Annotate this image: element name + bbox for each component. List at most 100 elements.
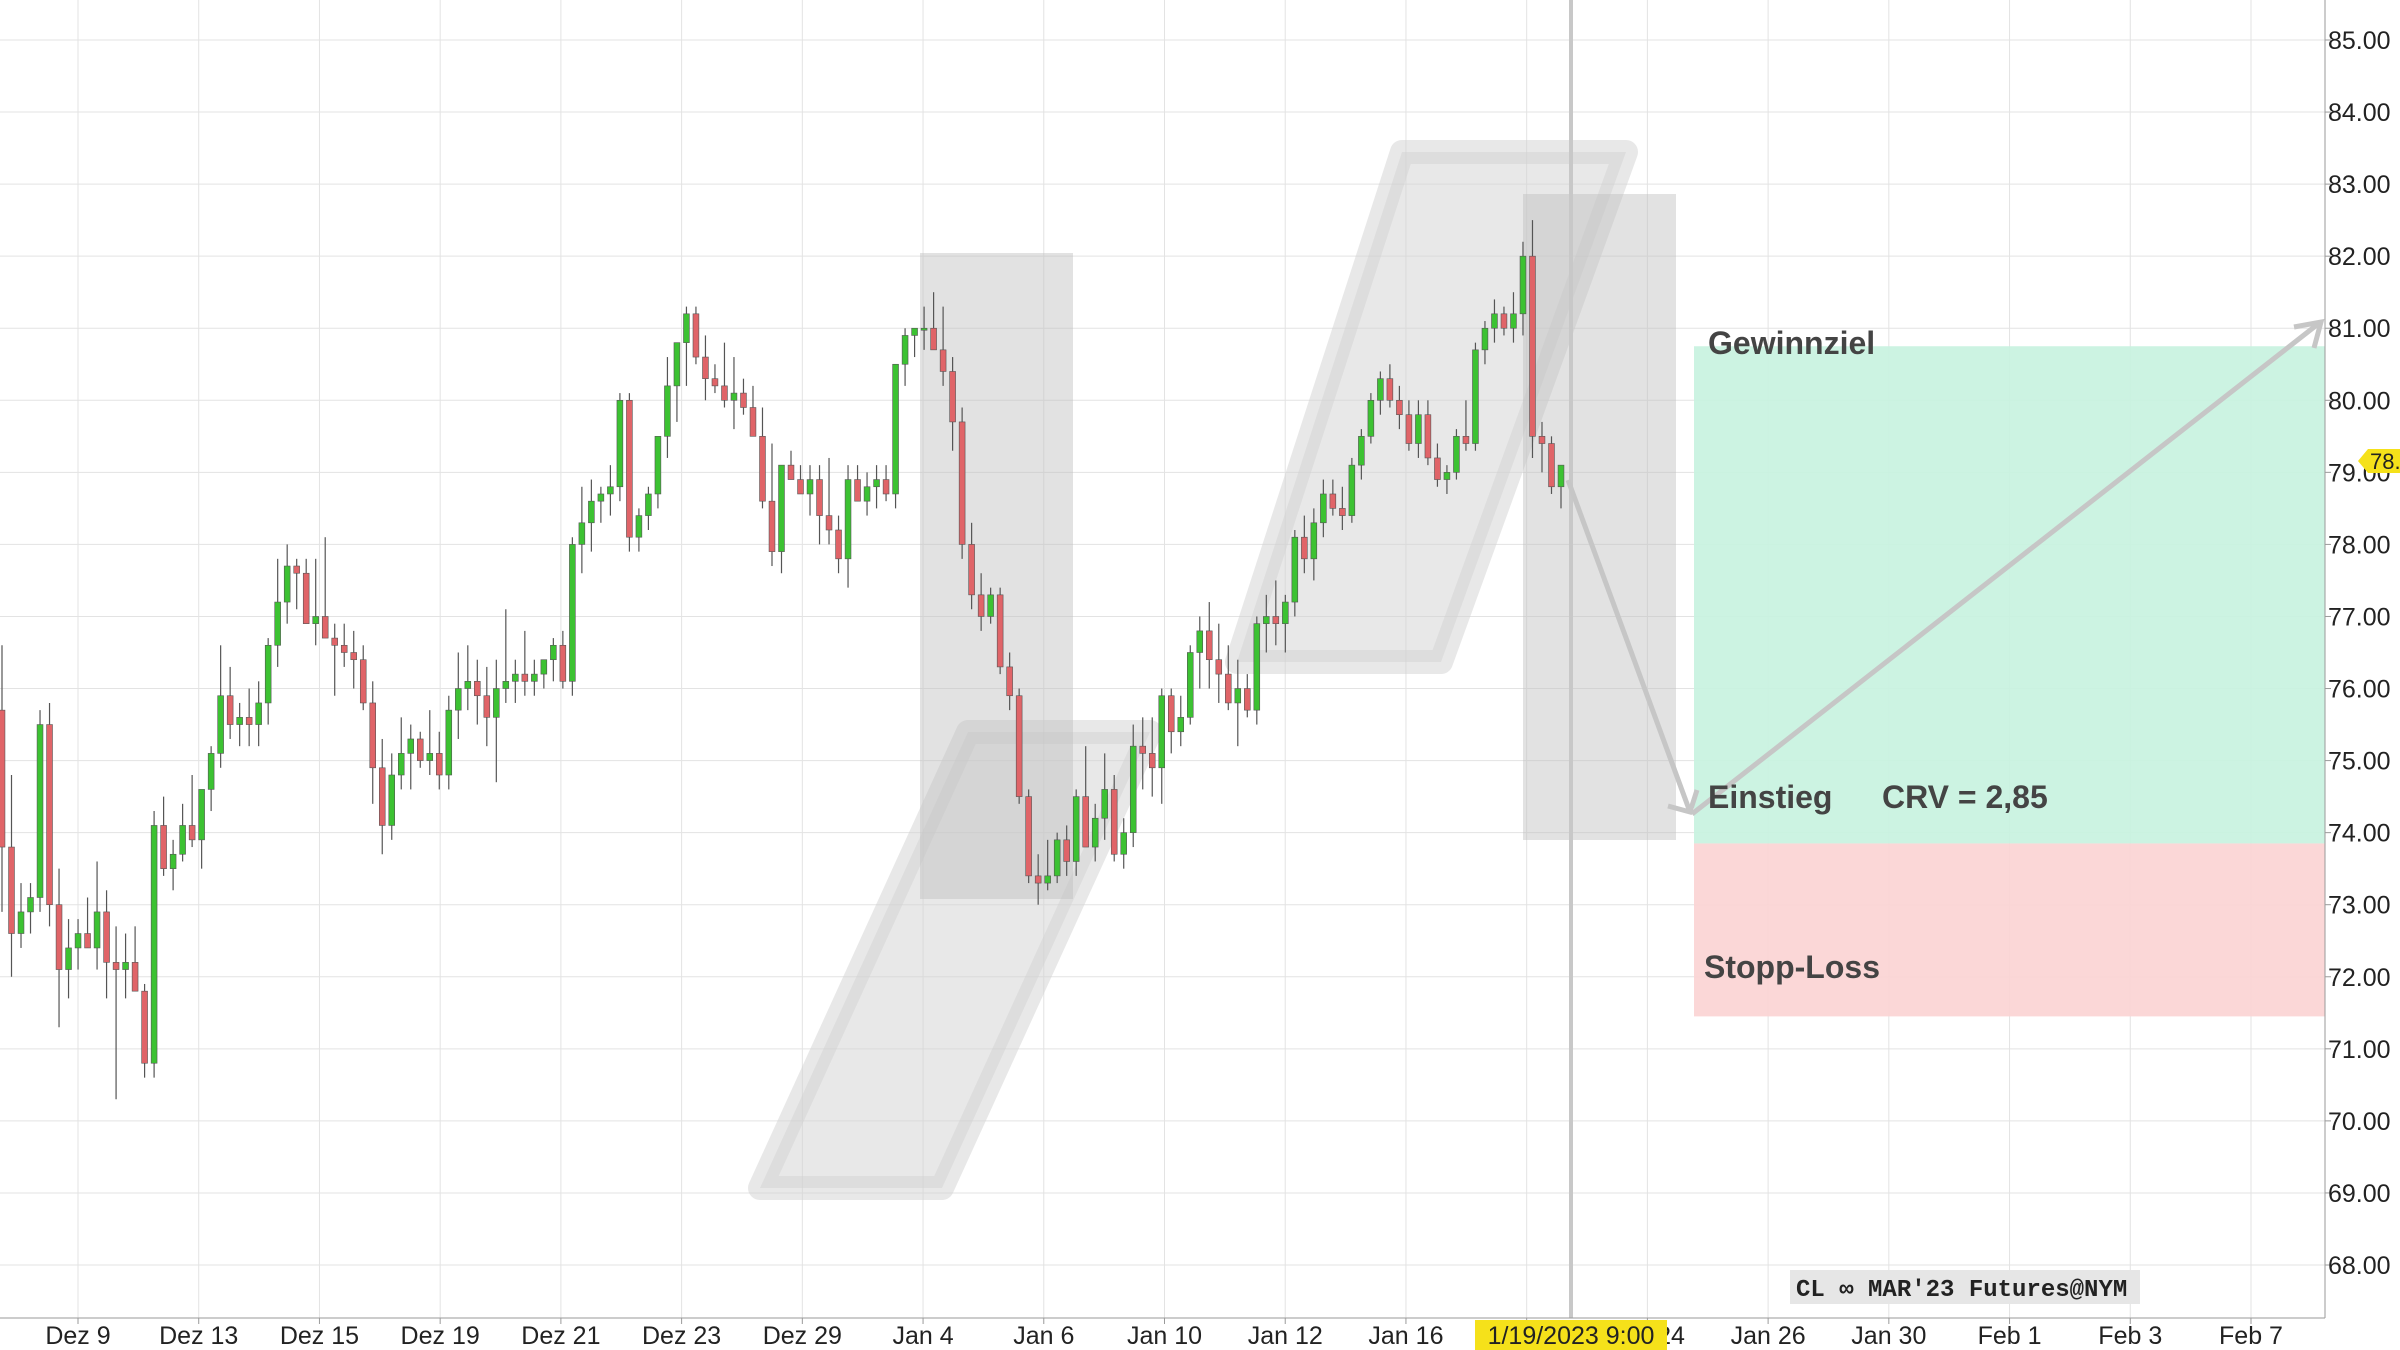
candle-body [512, 673, 519, 682]
candle-body [930, 327, 937, 351]
y-tick-label: 84.00 [2328, 99, 2391, 127]
candle-body [359, 659, 367, 704]
candle [825, 457, 833, 545]
candle [1405, 400, 1413, 451]
candle [1339, 486, 1346, 530]
candle-body [863, 486, 871, 502]
candle [740, 378, 747, 415]
candle [169, 839, 177, 891]
candle-body [264, 644, 272, 704]
candle [882, 465, 890, 502]
candle [407, 724, 415, 790]
candle-body [626, 399, 633, 538]
candle [36, 710, 44, 912]
candle-body [1063, 839, 1070, 862]
candle-body [1491, 313, 1498, 329]
candle-body [882, 479, 890, 495]
candle [1510, 292, 1517, 343]
candle [930, 292, 937, 351]
candle-body [27, 897, 34, 913]
candle-body [702, 356, 709, 379]
candle-body [1424, 414, 1432, 459]
y-tick-label: 85.00 [2328, 27, 2391, 55]
candle-body [1548, 443, 1555, 488]
candle-body [996, 594, 1004, 668]
candle-body [1510, 313, 1517, 329]
candle-body [711, 378, 719, 387]
candle [531, 659, 538, 696]
candle [1139, 717, 1146, 790]
candle [607, 465, 614, 516]
target-zone [1694, 346, 2325, 844]
x-tick-label: Jan 10 [1127, 1322, 1202, 1350]
candle [1034, 854, 1042, 905]
flag-pole-band [748, 720, 1162, 1200]
candle [302, 558, 310, 624]
candle-body [1148, 753, 1156, 769]
candle-body [977, 594, 985, 617]
candle-body [645, 493, 652, 516]
candle [1168, 688, 1175, 754]
candle-body [987, 594, 994, 617]
candle [1415, 400, 1422, 458]
candle-body [350, 652, 357, 661]
candle [1529, 220, 1536, 458]
candle [1006, 652, 1013, 711]
candle-body [112, 962, 120, 970]
candle [1453, 429, 1460, 480]
candle [1443, 465, 1451, 494]
candle-body [1405, 414, 1413, 444]
candle-body [1472, 349, 1479, 444]
stop-label: Stopp-Loss [1704, 949, 1880, 985]
pattern-overlay [748, 140, 1676, 1200]
candle-body [141, 990, 148, 1064]
candle-body [1244, 688, 1251, 711]
candle [578, 486, 586, 574]
candle [939, 306, 947, 386]
price-axis: 85.0084.0083.0082.0081.0080.0079.0078.00… [2325, 27, 2391, 1280]
x-tick-label: Jan 6 [1013, 1322, 1074, 1350]
candle [749, 385, 757, 437]
candle [683, 306, 690, 386]
candle [559, 630, 567, 689]
candle [1225, 645, 1232, 711]
candle [1025, 789, 1032, 884]
candle [84, 897, 91, 949]
candle [150, 811, 158, 1078]
candle-body [873, 479, 880, 488]
candle [626, 393, 633, 552]
candle-body [1557, 464, 1565, 488]
y-tick-label: 82.00 [2328, 243, 2391, 271]
candle-body [1177, 717, 1185, 733]
candle-body [1272, 616, 1280, 624]
x-tick-label: Jan 30 [1851, 1322, 1926, 1350]
candle [1348, 457, 1356, 523]
candle-body [65, 947, 72, 970]
candle [1244, 674, 1251, 718]
instrument-label: CL ∞ MAR'23 Futures@NYM [1796, 1277, 2127, 1304]
candle-body [1329, 493, 1337, 509]
candle-body [597, 493, 605, 502]
candle-body [1015, 695, 1023, 797]
candle-body [1339, 508, 1346, 516]
candle [1424, 400, 1432, 466]
candle [977, 573, 985, 631]
candle-body [911, 327, 918, 336]
candle [55, 868, 63, 1028]
candle [293, 558, 300, 610]
candle-body [1301, 536, 1308, 560]
x-tick-label: Jan 16 [1368, 1322, 1443, 1350]
candle [426, 710, 434, 775]
candle [1196, 616, 1204, 689]
candle-body [1358, 436, 1365, 466]
crosshair-time-text: 1/19/2023 9:00 [1488, 1322, 1655, 1350]
candle-body [293, 565, 300, 574]
candle [1462, 400, 1470, 451]
candle-body [1034, 875, 1042, 884]
candle-body [188, 825, 196, 841]
candle-body [1110, 789, 1118, 855]
candle-body [778, 464, 785, 552]
candle-body [217, 695, 224, 754]
candle [27, 883, 34, 934]
